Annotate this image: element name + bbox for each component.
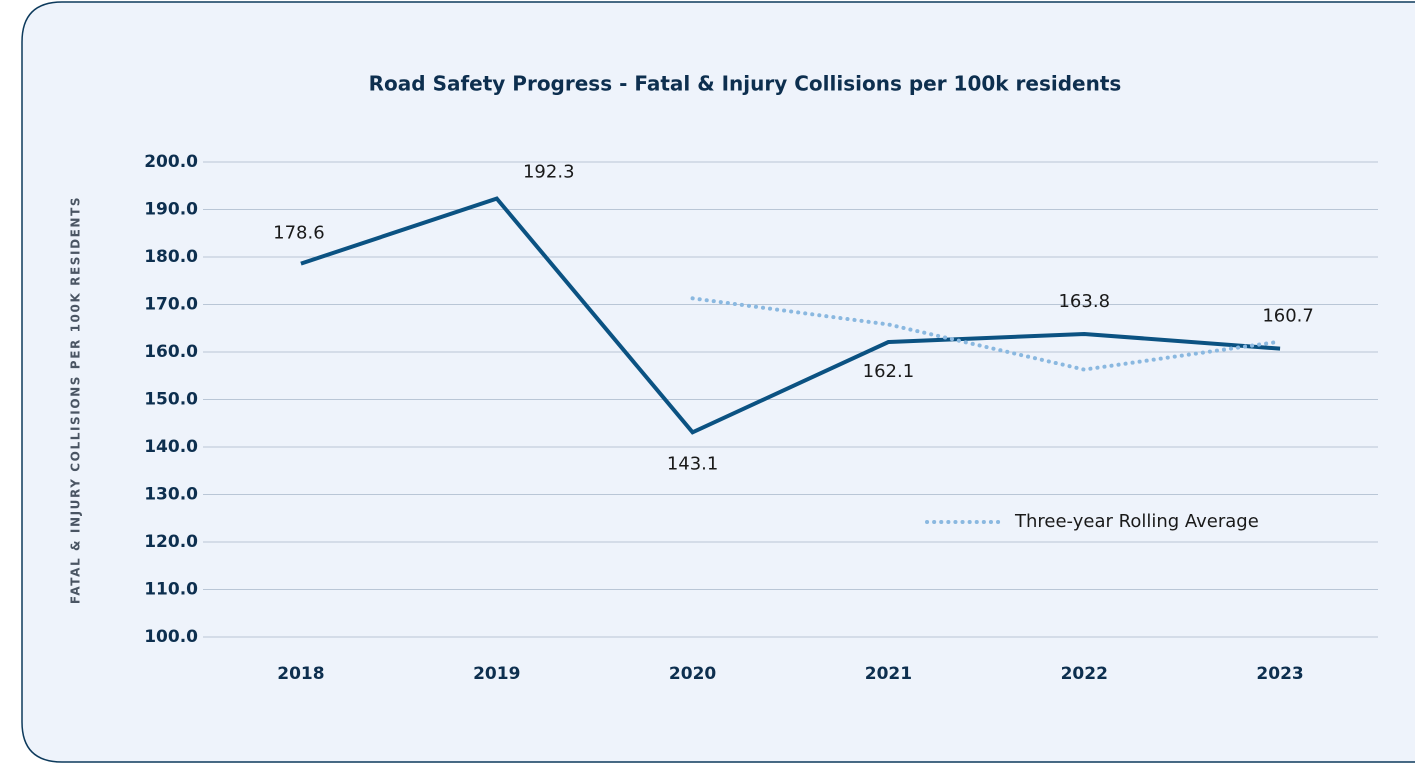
y-tick-label: 140.0 <box>144 437 198 457</box>
y-tick-label: 200.0 <box>144 152 198 172</box>
y-tick-label: 130.0 <box>144 485 198 505</box>
data-label: 163.8 <box>1058 291 1110 312</box>
data-label: 178.6 <box>273 223 325 244</box>
y-tick-label: 190.0 <box>144 200 198 220</box>
y-tick-label: 180.0 <box>144 247 198 267</box>
data-label: 162.1 <box>863 361 915 382</box>
rolling-average-line <box>690 296 1283 372</box>
x-tick-label: 2018 <box>277 664 324 684</box>
card <box>21 1 1415 763</box>
x-tick-label: 2021 <box>865 664 912 684</box>
data-label: 192.3 <box>523 162 575 183</box>
chart-title: Road Safety Progress - Fatal & Injury Co… <box>369 72 1122 96</box>
x-tick-label: 2019 <box>473 664 520 684</box>
y-tick-label: 100.0 <box>144 627 198 647</box>
x-tick-label: 2020 <box>669 664 716 684</box>
x-tick-label: 2022 <box>1061 664 1108 684</box>
y-tick-label: 170.0 <box>144 295 198 315</box>
data-label: 160.7 <box>1262 306 1314 327</box>
legend-label: Three-year Rolling Average <box>1014 511 1259 532</box>
data-line <box>300 196 1281 435</box>
x-tick-label: 2023 <box>1256 664 1303 684</box>
y-axis-title: FATAL & INJURY COLLISIONS PER 100K RESID… <box>69 196 83 604</box>
data-label: 143.1 <box>667 453 719 474</box>
y-tick-label: 150.0 <box>144 390 198 410</box>
y-tick-label: 110.0 <box>144 580 198 600</box>
y-tick-label: 120.0 <box>144 532 198 552</box>
y-tick-label: 160.0 <box>144 342 198 362</box>
